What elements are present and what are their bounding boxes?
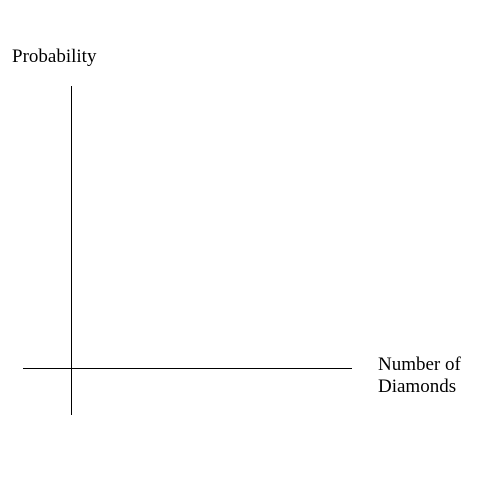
y-axis-label: Probability — [12, 46, 97, 67]
x-axis-label-line-2: Diamonds — [378, 376, 457, 397]
x-axis-label-line-1: Number of — [378, 354, 461, 375]
x-axis-label: Number of Diamonds — [378, 354, 461, 398]
